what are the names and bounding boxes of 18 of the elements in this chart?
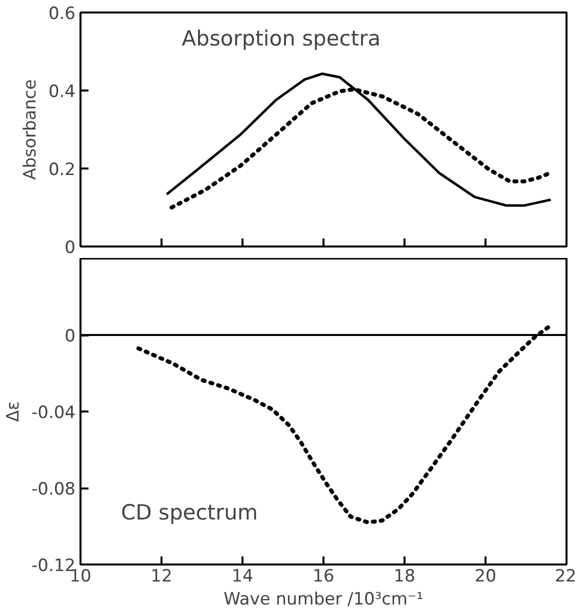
y-tick-label: 0: [64, 326, 76, 346]
y-tick-label: 0.2: [48, 160, 76, 180]
y-tick-label: -0.04: [32, 403, 76, 423]
x-tick-label: 18: [394, 566, 416, 586]
y-tick-label: -0.08: [32, 480, 76, 500]
y-tick-label: 0.4: [48, 82, 76, 102]
text: Absorption spectra: [182, 26, 381, 50]
y-tick-label: 0: [64, 238, 76, 258]
y-tick-label: 0.6: [48, 4, 76, 24]
x-tick-label: 12: [150, 566, 172, 586]
x-tick-label: 16: [312, 566, 334, 586]
x-axis-title: Wave number /10³cm⁻¹: [224, 590, 424, 610]
x-tick-label: 20: [474, 566, 496, 586]
x-tick-label: 14: [232, 566, 254, 586]
y-axis-title: Absorbance: [20, 79, 40, 180]
x-tick-label: 22: [554, 566, 576, 586]
y-axis-title: Δε: [4, 401, 24, 422]
text: CD spectrum: [121, 500, 258, 524]
